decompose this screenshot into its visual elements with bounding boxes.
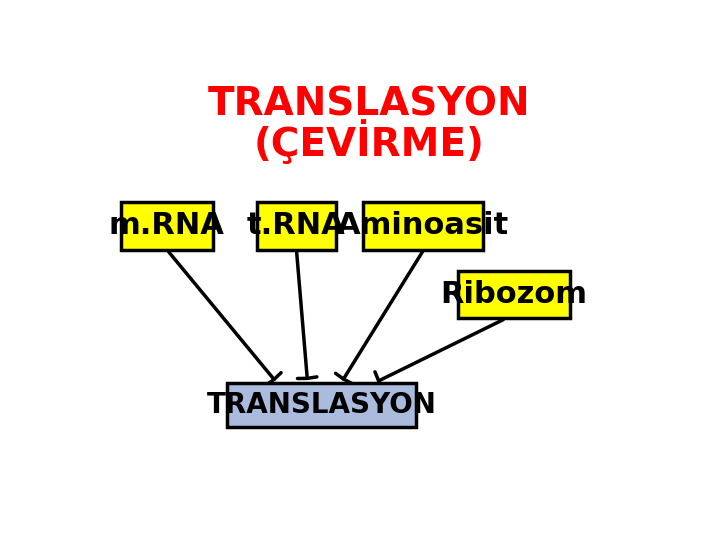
Text: TRANSLASYON: TRANSLASYON xyxy=(207,85,531,124)
Text: m.RNA: m.RNA xyxy=(109,212,225,240)
FancyBboxPatch shape xyxy=(459,271,570,319)
Text: (ÇEVİRME): (ÇEVİRME) xyxy=(253,119,485,164)
FancyBboxPatch shape xyxy=(364,202,483,250)
Text: TRANSLASYON: TRANSLASYON xyxy=(207,391,436,418)
FancyBboxPatch shape xyxy=(227,383,416,427)
Text: Ribozom: Ribozom xyxy=(441,280,588,309)
FancyBboxPatch shape xyxy=(121,202,213,250)
Text: t.RNA: t.RNA xyxy=(247,212,346,240)
Text: Aminoasit: Aminoasit xyxy=(337,212,510,240)
FancyBboxPatch shape xyxy=(258,202,336,250)
